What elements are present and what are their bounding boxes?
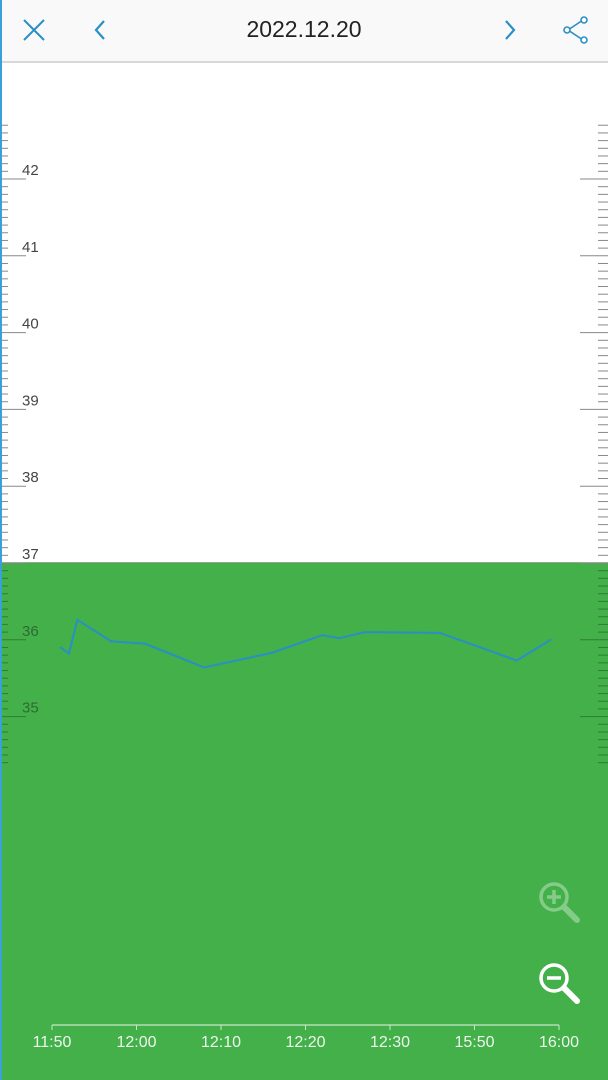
data-point (321, 634, 324, 637)
chevron-right-icon (505, 20, 516, 40)
data-point (67, 652, 70, 655)
y-tick-label: 42 (22, 162, 39, 179)
normal-range-band (0, 563, 608, 1080)
data-point (363, 631, 366, 634)
close-icon (23, 19, 45, 41)
y-tick-label: 39 (22, 392, 39, 409)
data-point (59, 646, 62, 649)
y-tick-label: 40 (22, 316, 39, 333)
chevron-left-icon (94, 20, 105, 40)
data-point (110, 640, 113, 643)
top-bar: 2022.12.20 (0, 0, 608, 63)
x-tick-label: 12:10 (201, 1034, 241, 1051)
share-button[interactable] (556, 10, 596, 50)
y-tick-label: 41 (22, 239, 39, 256)
close-button[interactable] (14, 10, 54, 50)
data-point (338, 637, 341, 640)
data-point (76, 618, 79, 621)
share-icon (563, 16, 588, 44)
data-point (203, 666, 206, 669)
data-point (143, 642, 146, 645)
next-day-button[interactable] (490, 10, 530, 50)
x-tick-label: 15:50 (454, 1034, 494, 1051)
x-tick-label: 12:00 (116, 1034, 156, 1051)
y-tick-label: 38 (22, 469, 39, 486)
zoom-out-icon[interactable] (539, 963, 580, 1004)
x-tick-label: 12:30 (370, 1034, 410, 1051)
data-point (515, 659, 518, 662)
date-title: 2022.12.20 (246, 16, 362, 42)
previous-day-button[interactable] (80, 10, 120, 50)
y-tick-label: 37 (22, 546, 39, 563)
temperature-chart[interactable]: 42 41 40 39 38 37 36 35 11:50 12:00 12:10 12:20 12:3… (0, 63, 608, 1080)
zoom-in-icon[interactable] (539, 882, 580, 923)
data-point (270, 651, 273, 654)
y-tick-label: 35 (22, 700, 39, 717)
data-point (549, 638, 552, 641)
data-point (438, 631, 441, 634)
y-tick-label: 36 (22, 623, 39, 640)
left-edge (0, 0, 2, 1080)
x-tick-label: 12:20 (285, 1034, 325, 1051)
x-tick-label: 11:50 (33, 1034, 72, 1051)
x-tick-label: 16:00 (539, 1034, 579, 1051)
